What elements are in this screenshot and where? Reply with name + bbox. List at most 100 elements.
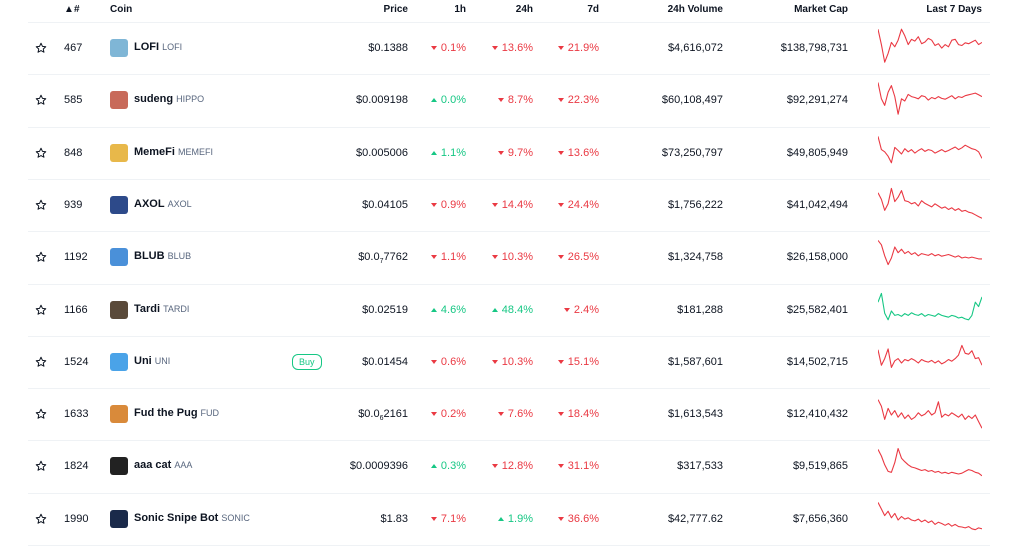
- caret-down-icon: [557, 46, 564, 50]
- coin-symbol: LOFI: [162, 42, 183, 52]
- sparkline-7d: [878, 501, 982, 530]
- table-row[interactable]: 939 AXOL AXOL $0.04105 0.9% 14.4% 24.4% $1,756,…: [28, 180, 990, 232]
- coin-name[interactable]: MemeFi MEMEFI: [134, 146, 213, 158]
- coin-name-text[interactable]: Sonic Snipe Bot: [134, 511, 219, 524]
- caret-down-icon: [430, 255, 437, 260]
- coin-name-text[interactable]: AXOL: [134, 197, 165, 210]
- volume-24h: $317,533: [677, 460, 723, 473]
- star-icon[interactable]: [35, 460, 47, 472]
- coin-rank: 848: [64, 146, 83, 159]
- volume-24h: $73,250,797: [661, 146, 723, 159]
- coin-logo: [110, 91, 128, 110]
- coin-name[interactable]: sudeng HIPPO: [134, 93, 204, 105]
- caret-down-icon: [430, 46, 437, 50]
- coin-price: $0.0009396: [349, 460, 408, 473]
- star-icon[interactable]: [35, 251, 47, 263]
- sort-up-icon[interactable]: ▲: [64, 4, 74, 15]
- table-row[interactable]: 467 LOFI LOFI $0.1388 0.1% 13.6% 21.9% $4,616,0…: [28, 23, 990, 75]
- row-divider: [28, 335, 990, 337]
- table-row[interactable]: 1166 Tardi TARDI $0.02519 4.6% 48.4% 2.4% $181,…: [28, 285, 990, 337]
- caret-down-icon: [491, 359, 498, 364]
- row-divider: [28, 231, 990, 233]
- header-7d[interactable]: 7d: [587, 4, 599, 15]
- coin-name-text[interactable]: MemeFi: [134, 145, 175, 158]
- coin-logo: [110, 248, 128, 267]
- coin-name-text[interactable]: Fud the Pug: [134, 407, 198, 420]
- row-divider: [28, 126, 990, 128]
- volume-24h: $4,616,072: [667, 42, 723, 54]
- sparkline-7d: [878, 82, 982, 116]
- coin-name-text[interactable]: LOFI: [134, 41, 160, 53]
- header-price[interactable]: Price: [383, 4, 408, 15]
- sparkline-7d: [878, 135, 982, 163]
- change-7d: 15.1%: [557, 356, 599, 368]
- coin-price: $0.1388: [368, 42, 408, 54]
- coin-name[interactable]: Sonic Snipe Bot SONIC: [134, 512, 250, 524]
- header-last-7-days: Last 7 Days: [926, 4, 982, 15]
- star-icon[interactable]: [35, 513, 47, 525]
- coin-name[interactable]: AXOL AXOL: [134, 198, 192, 210]
- change-1h-value: 0.0%: [440, 94, 466, 107]
- coin-name[interactable]: aaa cat AAA: [134, 459, 192, 471]
- coin-logo: [110, 352, 128, 371]
- volume-24h: $1,324,758: [667, 251, 723, 264]
- table-row[interactable]: 1633 Fud the Pug FUD $0.062161 0.2% 7.6% 18.4%…: [28, 389, 990, 441]
- change-7d-value: 18.4%: [567, 408, 599, 421]
- caret-down-icon: [497, 98, 504, 103]
- coin-name-text[interactable]: sudeng: [134, 93, 174, 106]
- star-icon[interactable]: [35, 147, 47, 159]
- coin-logo: [110, 39, 128, 57]
- change-24h: 8.7%: [497, 94, 533, 106]
- table-row[interactable]: 1524 Uni UNI Buy $0.01454 0.6% 10.3% 15.1% $1,58…: [28, 337, 990, 389]
- header-24h[interactable]: 24h: [515, 4, 533, 15]
- coin-name[interactable]: Tardi TARDI: [134, 303, 189, 315]
- coin-name-text[interactable]: BLUB: [134, 250, 165, 263]
- table-row[interactable]: 585 sudeng HIPPO $0.009198 0.0% 8.7% 22.3% $60,…: [28, 75, 990, 127]
- caret-down-icon: [563, 307, 570, 312]
- sparkline-7d: [878, 240, 982, 266]
- table-row[interactable]: 1824 aaa cat AAA $0.0009396 0.3% 12.8% 31.1% $3…: [28, 441, 990, 493]
- coin-name[interactable]: Fud the Pug FUD: [134, 407, 219, 419]
- market-cap: $14,502,715: [786, 355, 848, 368]
- sparkline-line: [878, 399, 982, 429]
- change-7d: 31.1%: [557, 460, 599, 472]
- table-row[interactable]: 1990 Sonic Snipe Bot SONIC $1.83 7.1% 1.9% 36.…: [28, 494, 990, 546]
- change-24h-value: 48.4%: [501, 303, 533, 316]
- coin-logo: [110, 195, 128, 214]
- star-icon[interactable]: [35, 304, 47, 316]
- header-1h[interactable]: 1h: [454, 4, 466, 15]
- table-row[interactable]: 848 MemeFi MEMEFI $0.005006 1.1% 9.7% 13.6% $73…: [28, 128, 990, 180]
- star-icon[interactable]: [35, 408, 47, 420]
- coin-symbol: HIPPO: [176, 94, 205, 105]
- change-24h-value: 13.6%: [501, 42, 533, 54]
- change-7d: 2.4%: [563, 304, 599, 316]
- coin-name[interactable]: LOFI LOFI: [134, 41, 182, 53]
- header-market-cap[interactable]: Market Cap: [794, 4, 848, 15]
- coin-name-text[interactable]: aaa cat: [134, 459, 172, 472]
- coin-name[interactable]: BLUB BLUB: [134, 250, 191, 262]
- change-1h: 0.3%: [430, 460, 466, 472]
- row-divider: [28, 178, 990, 180]
- coin-name-text[interactable]: Tardi: [134, 302, 161, 315]
- sparkline-7d: [878, 292, 982, 320]
- change-24h: 14.4%: [491, 199, 533, 211]
- coin-price: $0.077762: [358, 251, 408, 265]
- coin-name-text[interactable]: Uni: [134, 354, 152, 367]
- change-24h: 9.7%: [497, 147, 533, 159]
- header-rank[interactable]: #: [74, 4, 80, 15]
- coin-rank: 1990: [64, 512, 89, 525]
- star-icon[interactable]: [35, 356, 47, 368]
- header-coin[interactable]: Coin: [110, 4, 133, 15]
- star-icon[interactable]: [35, 42, 47, 54]
- table-row[interactable]: 1192 BLUB BLUB $0.077762 1.1% 10.3% 26.5% $1,32…: [28, 232, 990, 284]
- star-icon[interactable]: [35, 94, 47, 106]
- change-24h-value: 1.9%: [507, 512, 533, 525]
- buy-button[interactable]: Buy: [292, 353, 322, 370]
- header-volume[interactable]: 24h Volume: [667, 4, 723, 15]
- caret-up-icon: [430, 98, 437, 103]
- sparkline-7d: [878, 399, 982, 429]
- coin-name[interactable]: Uni UNI: [134, 355, 170, 367]
- star-icon[interactable]: [35, 199, 47, 211]
- sparkline-7d: [878, 448, 982, 477]
- caret-down-icon: [491, 46, 498, 50]
